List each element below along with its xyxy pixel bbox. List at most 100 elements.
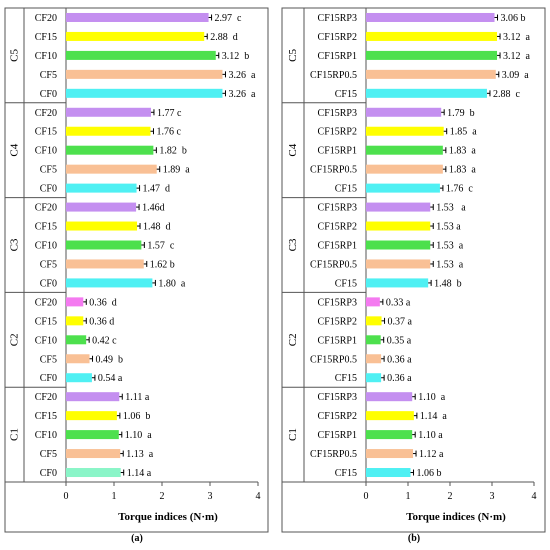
value-label: 0.54 a: [98, 373, 123, 384]
value-label: 1.89 a: [163, 165, 191, 176]
bar: [366, 164, 443, 174]
category-label: CF15RP1: [318, 51, 357, 62]
value-label: 1.46d: [142, 203, 165, 214]
category-label: CF15RP3: [318, 297, 357, 308]
bar: [366, 392, 413, 402]
category-label: CF0: [40, 373, 57, 384]
category-label: CF20: [35, 108, 57, 119]
category-label: CF15RP1: [318, 146, 357, 157]
bar: [66, 449, 121, 459]
bar: [366, 12, 495, 22]
x-tick-label: 2: [160, 491, 165, 502]
category-label: CF10: [35, 146, 57, 157]
value-label: 1.79 b: [447, 108, 475, 119]
value-label: 1.53 a: [436, 241, 464, 252]
bar: [366, 221, 431, 231]
x-axis-title: Torque indices (N·m): [406, 511, 506, 523]
category-label: CF20: [35, 297, 57, 308]
panel-frame: [4, 7, 269, 533]
category-label: CF15: [335, 89, 357, 100]
value-label: 2.97 c: [215, 13, 243, 24]
bar: [366, 31, 498, 41]
value-label: 1.06 b: [123, 411, 151, 422]
category-label: CF15: [335, 278, 357, 289]
value-label: 0.37 a: [388, 316, 413, 327]
category-label: CF15RP0.5: [310, 354, 357, 365]
category-label: CF5: [40, 449, 57, 460]
category-label: CF10: [35, 241, 57, 252]
value-label: 1.53 a: [436, 259, 464, 270]
value-label: 0.36 d: [89, 297, 117, 308]
category-label: CF15RP0.5: [310, 449, 357, 460]
value-label: 1.77 c: [157, 108, 182, 119]
value-label: 1.14 a: [420, 411, 448, 422]
value-label: 1.53 a: [436, 222, 461, 233]
category-label: CF15: [35, 127, 57, 138]
bar: [66, 88, 223, 98]
value-label: 0.49 b: [96, 354, 124, 365]
category-label: CF15RP2: [318, 316, 357, 327]
value-label: 1.83 a: [449, 165, 477, 176]
bar: [66, 164, 157, 174]
bar: [366, 88, 487, 98]
category-label: CF10: [35, 335, 57, 346]
panel-label: (a): [131, 533, 143, 544]
x-tick-label: 0: [364, 491, 369, 502]
bar: [66, 468, 121, 478]
x-axis-title: Torque indices (N·m): [118, 511, 218, 523]
bar: [366, 316, 382, 326]
group-label: C3: [287, 238, 299, 251]
value-label: 1.80 a: [158, 278, 186, 289]
value-label: 3.06 b: [501, 13, 526, 24]
bar: [66, 411, 117, 421]
category-label: CF15RP0.5: [310, 165, 357, 176]
value-label: 0.36 a: [387, 354, 412, 365]
x-tick-label: 0: [64, 491, 69, 502]
bar: [366, 183, 440, 193]
bar: [66, 392, 120, 402]
value-label: 0.35 a: [387, 335, 412, 346]
category-label: CF0: [40, 89, 57, 100]
category-label: CF15RP1: [318, 241, 357, 252]
value-label: 1.13 a: [126, 449, 153, 460]
value-label: 1.10 a: [418, 430, 443, 441]
value-label: 0.33 a: [386, 297, 411, 308]
category-label: CF15: [335, 184, 357, 195]
group-label: C4: [287, 143, 299, 156]
category-label: CF15RP2: [318, 32, 357, 43]
x-tick-label: 2: [448, 491, 453, 502]
bar: [366, 354, 382, 364]
bar: [66, 297, 84, 307]
bar: [366, 69, 496, 79]
bar: [366, 411, 414, 421]
x-tick-label: 3: [490, 491, 495, 502]
value-label: 1.47 d: [143, 184, 171, 195]
category-label: CF15RP0.5: [310, 259, 357, 270]
value-label: 1.14 a: [127, 468, 152, 479]
category-label: CF5: [40, 354, 57, 365]
bar: [66, 430, 119, 440]
bar: [66, 107, 151, 117]
value-label: 1.82 b: [159, 146, 187, 157]
value-label: 1.85 a: [450, 127, 478, 138]
panel-frame: [281, 7, 546, 533]
category-label: CF10: [35, 430, 57, 441]
chart-panel-a: C5 C4 C3 C2 C1 0 1 2 3 4 CF20 2.97 c CF15 2.88 d CF10 3…: [4, 7, 269, 533]
x-tick-label: 1: [112, 491, 117, 502]
bar: [366, 373, 382, 383]
value-label: 1.12 a: [419, 449, 444, 460]
x-tick-label: 1: [406, 491, 411, 502]
bar: [366, 240, 431, 250]
bar: [366, 145, 443, 155]
group-label: C5: [9, 48, 21, 61]
value-label: 2.88 d: [210, 32, 238, 43]
group-label: C5: [287, 48, 299, 61]
value-label: 3.12 a: [503, 32, 531, 43]
value-label: 0.36 a: [387, 373, 412, 384]
bar: [66, 259, 144, 269]
value-label: 1.10 a: [125, 430, 153, 441]
category-label: CF15RP2: [318, 222, 357, 233]
category-label: CF20: [35, 13, 57, 24]
value-label: 3.12 b: [222, 51, 250, 62]
category-label: CF15: [335, 373, 357, 384]
